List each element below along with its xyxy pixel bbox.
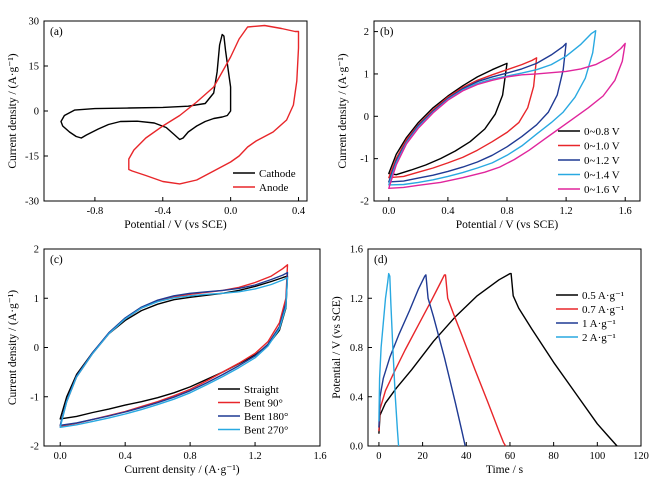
chart-2-legend-label-1: Bent 90°: [244, 397, 283, 409]
chart-3-xtick-label-5: 100: [589, 451, 605, 462]
chart-1-y-axis-label: Current density / (A·g⁻¹): [337, 53, 349, 168]
chart-1-xtick-label-4: 1.6: [619, 206, 632, 217]
chart-2-panel-label: (c): [50, 254, 63, 266]
chart-3-series-3-line: [378, 272, 400, 447]
chart-0-ytick-label-2: 0: [34, 107, 39, 118]
chart-3-series-1-line: [378, 274, 507, 447]
chart-2-series-2-line: [59, 271, 289, 426]
chart-3-y-axis-label: Potential / V (vs SCE): [331, 296, 343, 399]
chart-3-panel-label: (d): [374, 254, 388, 266]
chart-1-series-1-line: [388, 57, 538, 179]
chart-0-series-0-line: [60, 33, 232, 141]
chart-2-legend-label-3: Bent 270°: [244, 424, 288, 436]
chart-2-y-axis-label: Current density / (A·g⁻¹): [7, 290, 19, 405]
chart-3-series-2-line: [378, 274, 466, 447]
chart-1-series-3-line: [388, 30, 597, 186]
chart-1-xtick-label-0: 0.0: [382, 206, 395, 217]
chart-2-ytick-label-1: -1: [30, 392, 39, 403]
chart-0-series-1-line: [128, 24, 300, 185]
chart-0-ytick-label-0: -30: [25, 197, 39, 208]
chart-3-ytick-label-2: 0.8: [350, 343, 363, 354]
chart-1-series-2-line: [388, 42, 567, 183]
chart-3-xtick-label-4: 80: [548, 451, 559, 462]
chart-2-ytick-label-4: 2: [34, 245, 39, 256]
chart-1-series-0-line: [388, 62, 508, 176]
chart-3-xtick-label-0: 0: [376, 451, 381, 462]
chart-0-panel-label: (a): [50, 26, 63, 38]
chart-0-xtick-label-0: -0.8: [87, 206, 104, 217]
chart-1-legend-label-3: 0~1.4 V: [584, 169, 620, 181]
chart-1-xtick-label-1: 0.4: [441, 206, 455, 217]
chart-0-y-axis-label: Current density / (A·g⁻¹): [7, 53, 19, 168]
chart-2-legend-label-0: Straight: [244, 384, 279, 396]
chart-2-ytick-label-3: 1: [34, 294, 39, 305]
chart-1-ytick-label-0: -2: [360, 197, 369, 208]
chart-0-xtick-label-1: -0.4: [154, 206, 171, 217]
chart-3-ytick-label-0: 0.0: [350, 442, 363, 453]
chart-3-xtick-label-2: 40: [461, 451, 472, 462]
chart-1-ytick-label-4: 2: [364, 27, 369, 38]
chart-1-ytick-label-1: -1: [360, 154, 369, 165]
chart-panel-2: 0.0 0.4 0.8 1.2 1.6 -2 -1 0 1 2 Current density / …: [7, 245, 327, 477]
chart-2-xtick-label-3: 1.2: [248, 451, 261, 462]
chart-0-x-axis-label: Potential / V (vs SCE): [124, 219, 227, 231]
chart-3-legend-label-0: 0.5 A·g⁻¹: [582, 290, 624, 302]
chart-0-ytick-label-3: 15: [29, 62, 40, 73]
chart-0-legend-label-1: Anode: [259, 182, 288, 194]
chart-1-xtick-label-2: 0.8: [500, 206, 513, 217]
chart-panel-1: 0.0 0.4 0.8 1.2 1.6 -2 -1 0 1 2 Potential / V (vs …: [337, 20, 641, 231]
chart-3-legend-label-3: 2 A·g⁻¹: [582, 332, 616, 344]
chart-1-legend-label-4: 0~1.6 V: [584, 184, 620, 196]
chart-0-xtick-label-3: 0.4: [292, 206, 306, 217]
chart-2-ytick-label-0: -2: [30, 442, 39, 453]
chart-1-panel-label: (b): [380, 26, 394, 38]
chart-1-legend-label-0: 0~0.8 V: [584, 126, 620, 138]
chart-2-ytick-label-2: 0: [34, 343, 39, 354]
chart-1-ytick-label-3: 1: [364, 69, 369, 80]
chart-3-series-0-line: [378, 272, 618, 447]
chart-3-frame: [367, 248, 642, 447]
chart-3-legend-label-1: 0.7 A·g⁻¹: [582, 304, 624, 316]
chart-3-xtick-label-6: 120: [633, 451, 649, 462]
chart-2-legend-label-2: Bent 180°: [244, 411, 288, 423]
chart-2-xtick-label-2: 0.8: [184, 451, 197, 462]
chart-3-x-axis-label: Time / s: [486, 464, 524, 476]
chart-2-xtick-label-4: 1.6: [313, 451, 326, 462]
chart-0-ytick-label-1: -15: [25, 152, 39, 163]
chart-1-ytick-label-2: 0: [364, 112, 369, 123]
chart-panel-3: 0 20 40 60 80 100 120 0.0 0.4 0.8 1.2 1.6 Time / s Po…: [331, 245, 649, 477]
chart-1-series-4-line: [388, 42, 626, 189]
chart-2-xtick-label-1: 0.4: [119, 451, 133, 462]
chart-1-x-axis-label: Potential / V (vs SCE): [456, 219, 559, 231]
chart-1-legend-label-2: 0~1.2 V: [584, 155, 620, 167]
chart-1-xtick-label-3: 1.2: [560, 206, 573, 217]
chart-2-x-axis-label: Current density / (A·g⁻¹): [124, 464, 239, 476]
chart-3-ytick-label-1: 0.4: [350, 392, 364, 403]
chart-0-ytick-label-4: 30: [29, 17, 40, 28]
chart-2-series-3-line: [59, 276, 289, 428]
chart-0-legend-label-0: Cathode: [259, 168, 296, 180]
chart-panel-0: -0.8 -0.4 0.0 0.4 -30 -15 0 15 30 Potential / V (…: [7, 17, 308, 231]
chart-3-xtick-label-3: 60: [505, 451, 516, 462]
chart-3-legend-label-2: 1 A·g⁻¹: [582, 318, 616, 330]
chart-1-legend-label-1: 0~1.0 V: [584, 140, 620, 152]
chart-3-ytick-label-4: 1.6: [350, 245, 363, 256]
chart-0-xtick-label-2: 0.0: [224, 206, 237, 217]
chart-3-ytick-label-3: 1.2: [350, 294, 363, 305]
chart-2-xtick-label-0: 0.0: [54, 451, 67, 462]
chart-3-xtick-label-1: 20: [417, 451, 428, 462]
